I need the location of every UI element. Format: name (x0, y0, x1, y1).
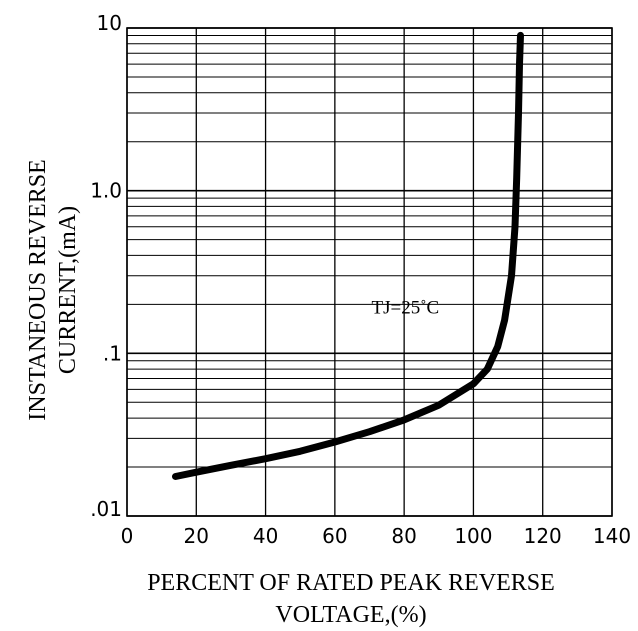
x-tick-label: 20 (184, 524, 209, 548)
x-tick-label: 140 (593, 524, 631, 548)
plot-frame (126, 27, 613, 517)
x-tick-labels: 0 20 40 60 80 100 120 140 (121, 524, 631, 548)
y-axis-title-line: CURRENT,(mA) (55, 206, 81, 374)
grid (126, 27, 613, 517)
x-tick-label: 40 (253, 524, 278, 548)
data-line (172, 31, 524, 480)
x-tick-label: 0 (121, 524, 134, 548)
x-tick-label: 80 (391, 524, 416, 548)
x-axis-title-line: PERCENT OF RATED PEAK REVERSE (147, 570, 555, 596)
y-axis-title: INSTANEOUS REVERSE CURRENT,(mA) (25, 159, 81, 420)
y-tick-label: 1.0 (90, 179, 122, 203)
y-tick-label: .1 (103, 341, 122, 365)
y-tick-label: 10 (97, 11, 122, 35)
y-axis-title-line: INSTANEOUS REVERSE (25, 159, 51, 420)
x-tick-label: 100 (454, 524, 492, 548)
y-tick-label: .01 (90, 497, 122, 521)
x-tick-label: 120 (524, 524, 562, 548)
y-tick-labels: .01 .1 1.0 10 (90, 11, 122, 521)
temperature-annotation: TJ=25˚C (372, 297, 440, 318)
x-tick-label: 60 (322, 524, 347, 548)
x-axis-title-line: VOLTAGE,(%) (275, 602, 426, 628)
x-axis-title: PERCENT OF RATED PEAK REVERSE VOLTAGE,(%) (147, 570, 555, 628)
